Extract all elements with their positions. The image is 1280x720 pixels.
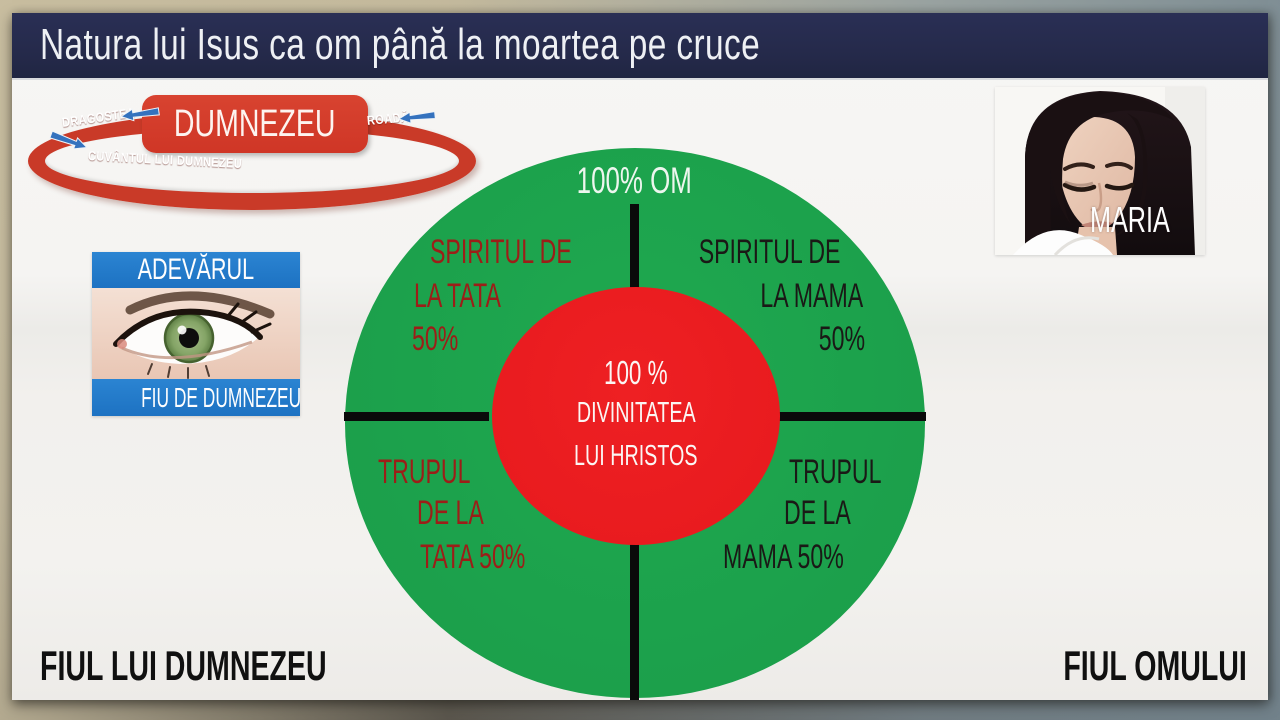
om-label: 100% OM [576,160,692,201]
fiu-banner: FIU DE DUMNEZEU [92,379,301,416]
woman-illustration [995,87,1205,255]
footer-left-label: FIUL LUI DUMNEZEU [40,642,327,689]
divider-bottom [630,544,639,700]
divider-right [779,412,926,421]
arrow-left-icon [397,111,436,124]
eye-image [92,288,300,379]
truth-card: ADEVĂRUL [92,252,301,416]
header-bar [12,13,1268,80]
dumnezeu-box: DUMNEZEU [142,95,368,153]
page-title: Natura lui Isus ca om până la moartea pe… [40,20,761,69]
arrow-left-icon [120,107,160,122]
maria-photo: MARIA [995,87,1205,255]
footer-right-label: FIUL OMULUI [1063,642,1247,689]
adevarul-banner: ADEVĂRUL [92,252,300,288]
divider-top [630,204,639,288]
divider-left [344,412,489,421]
divinity-circle [492,287,780,545]
arrow-down-right-icon [49,130,88,150]
dumnezeu-label: DUMNEZEU [174,103,336,145]
maria-caption: MARIA [1090,199,1170,240]
